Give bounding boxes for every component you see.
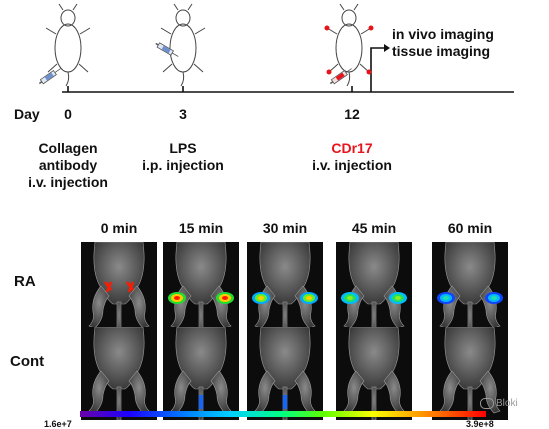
event-day-12-line-2: i.v. injection [312,157,392,173]
fluorescence-signal [199,395,203,409]
wechat-icon [480,398,494,409]
mouse-xray-silhouette [170,242,232,335]
imaging-panel-ra-0 [81,242,157,335]
fluorescence-signal [168,292,234,304]
mouse-illustration-day-3 [155,3,206,87]
fluorescence-signal [252,292,318,304]
imaging-panel-ra-4 [432,242,508,335]
event-day-0-line-3: i.v. injection [28,174,108,190]
imaging-panel-cont-0 [81,327,157,420]
watermark: Bloki [480,398,518,409]
imaging-panel-cont-2 [247,327,323,420]
mouse-xray-silhouette [254,242,316,335]
fluorescence-signal [437,292,503,304]
endpoint-arrow [370,44,390,92]
endpoint-line-2: tissue imaging [392,43,491,59]
time-label-0: 0 min [100,220,138,236]
imaging-panel-ra-1 [163,242,239,335]
event-day-12: CDr17 i.v. injection [294,140,410,174]
row-label-ra: RA [14,273,36,290]
colorbar-min-label: 1.6e+7 [44,419,72,429]
mouse-xray-silhouette [88,327,150,420]
watermark-text: Bloki [496,398,518,410]
syringe-icon [155,42,179,57]
mouse-xray-silhouette [343,242,405,335]
endpoint-label: in vivo imaging tissue imaging [392,26,494,60]
day-axis-label: Day [14,106,40,122]
imaging-panel-cont-1 [163,327,239,420]
mouse-illustration-day-0 [38,3,91,87]
time-label-1: 15 min [178,220,224,236]
syringe-icon [38,68,61,85]
time-label-3: 45 min [351,220,397,236]
day-0-tick-label: 0 [64,106,72,122]
fluorescence-signal [341,292,407,304]
day-12-tick-label: 12 [344,106,360,122]
imaging-panel-cont-3 [336,327,412,420]
intensity-colorbar [80,411,486,417]
row-label-cont: Cont [10,353,45,370]
colorbar-max-label: 3.9e+8 [466,419,494,429]
time-label-2: 30 min [262,220,308,236]
probe-name-cdr17: CDr17 [331,140,373,156]
imaging-panel-ra-2 [247,242,323,335]
event-day-3-line-2: i.p. injection [142,157,224,173]
timeline-axis [62,86,514,93]
mouse-xray-silhouette [439,327,501,420]
event-day-0-line-2: antibody [38,157,98,173]
mouse-xray-silhouette [254,327,316,420]
mouse-xray-silhouette [439,242,501,335]
day-3-tick-label: 3 [179,106,187,122]
fluorescence-signal [104,281,135,293]
syringe-icon [329,68,352,85]
fluorescence-signal [283,395,287,409]
mouse-illustration-day-12 [324,3,374,87]
timeline-diagram [38,3,514,93]
event-day-3-line-1: LPS [169,140,197,156]
mouse-xray-silhouette [88,242,150,335]
imaging-panel-ra-3 [336,242,412,335]
imaging-panel-cont-4 [432,327,508,420]
event-day-0-line-1: Collagen [38,140,98,156]
endpoint-line-1: in vivo imaging [392,26,494,42]
event-day-3: LPS i.p. injection [128,140,238,174]
inflamed-paws [324,25,374,75]
event-day-0: Collagen antibody i.v. injection [8,140,128,191]
mouse-xray-silhouette [343,327,405,420]
time-label-4: 60 min [447,220,493,236]
